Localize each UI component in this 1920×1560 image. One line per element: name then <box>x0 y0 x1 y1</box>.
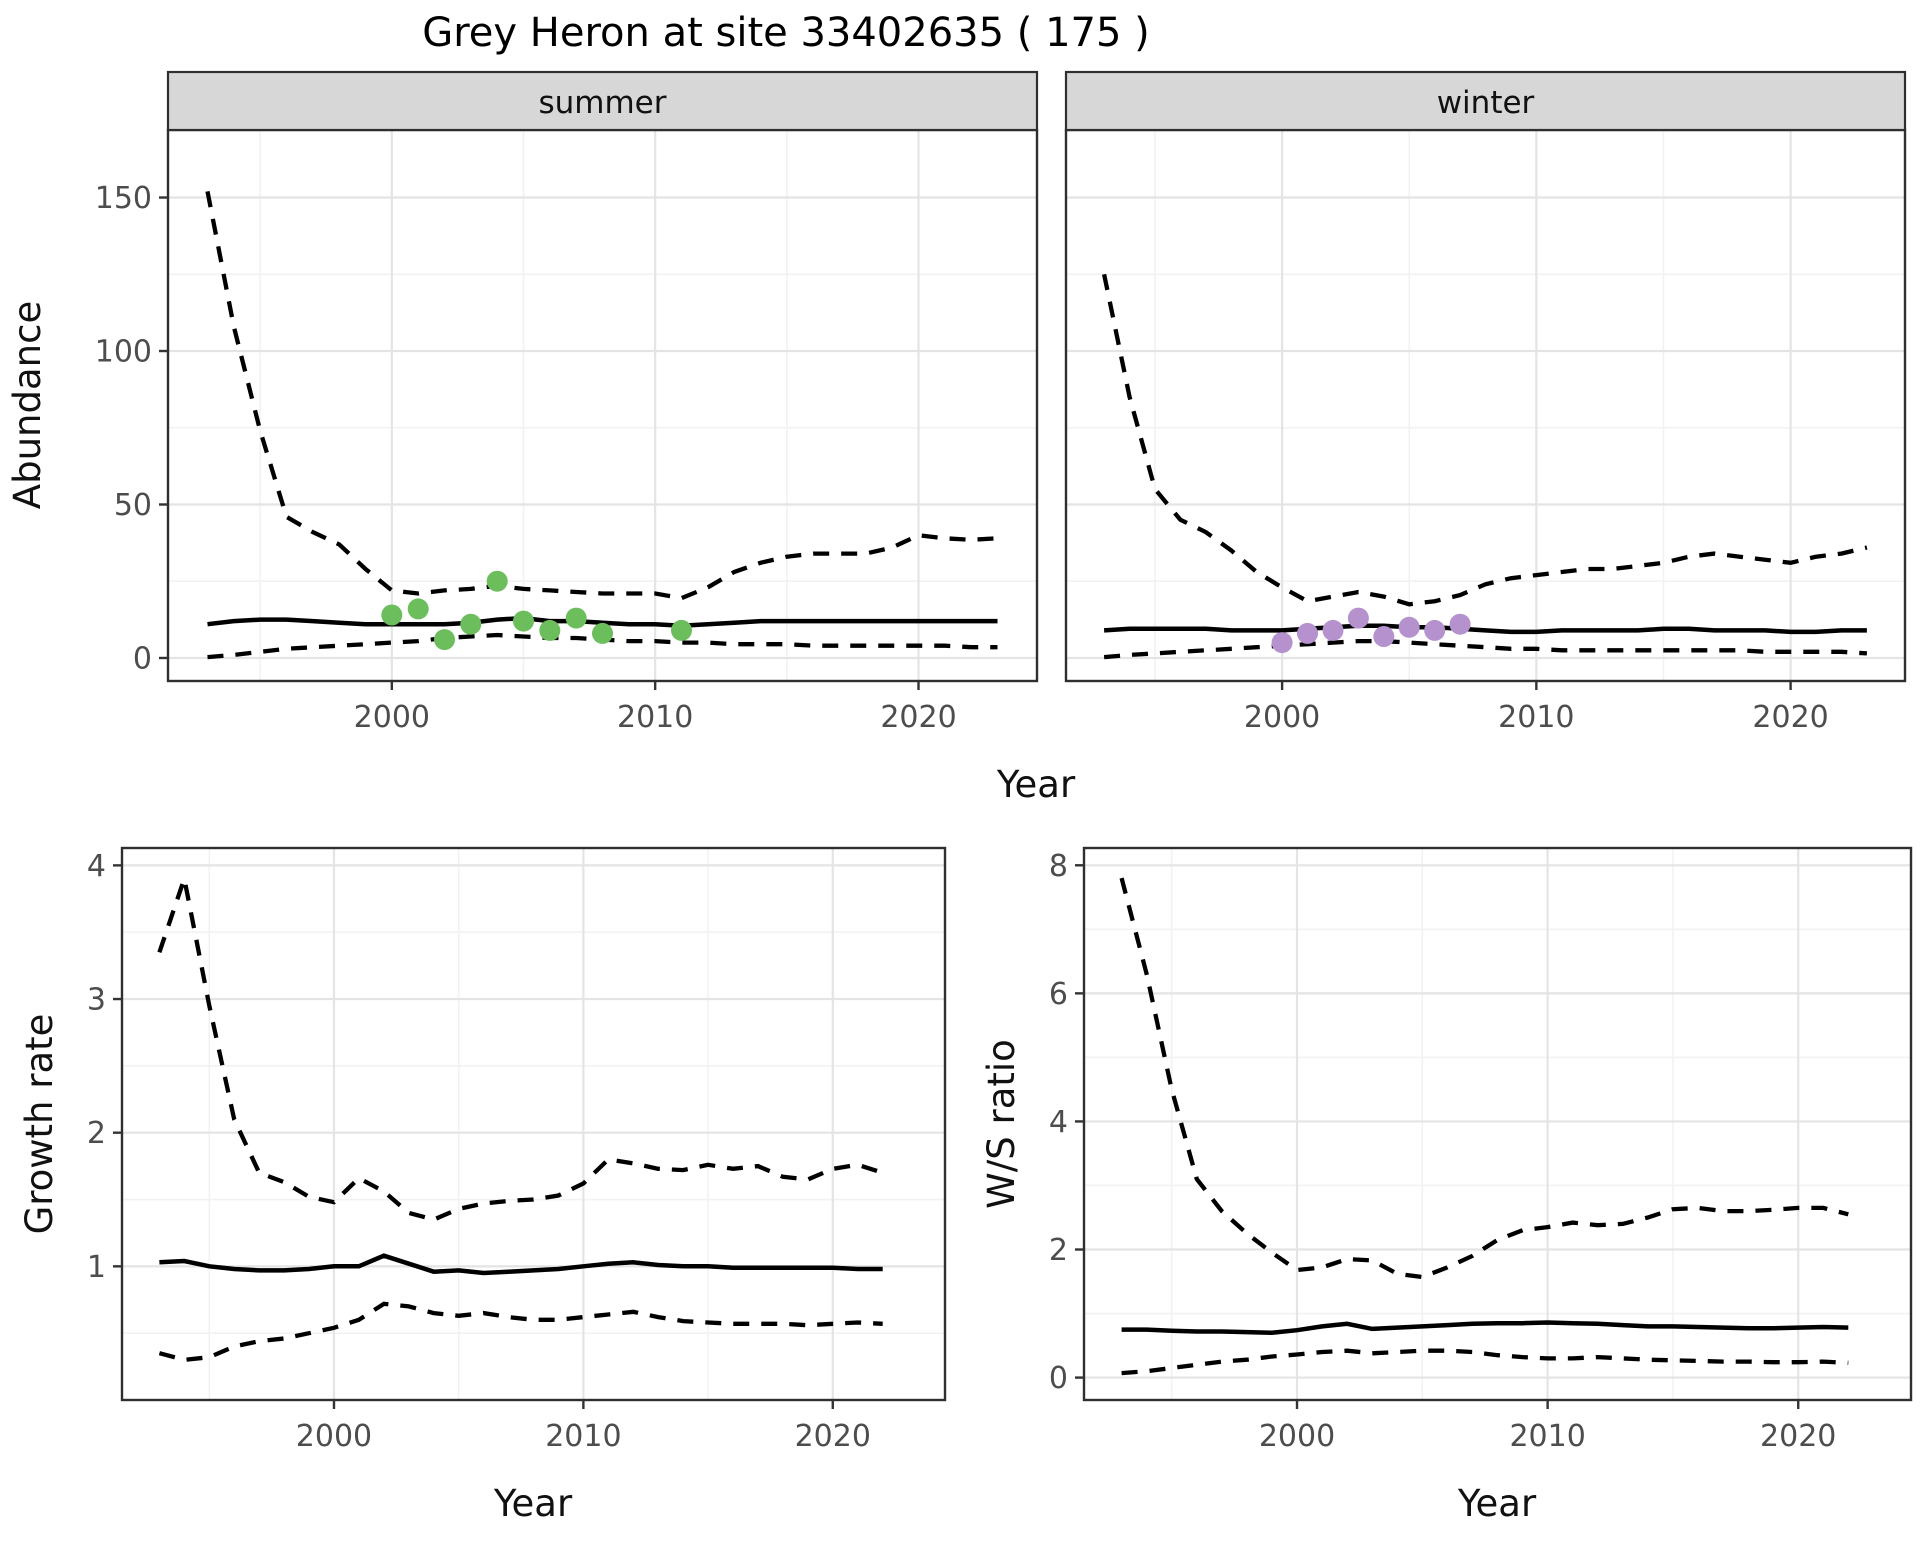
series-lines <box>1101 273 1868 660</box>
facet-strip <box>166 70 1039 132</box>
x-tick-label: 2000 <box>1259 1419 1335 1454</box>
x-tick-label: 2020 <box>1752 700 1828 735</box>
median-line <box>1103 623 1867 635</box>
observed-point <box>671 619 692 641</box>
observed-point <box>1373 626 1395 647</box>
y-tick-label: 4 <box>87 849 106 884</box>
observed-points <box>1271 607 1471 654</box>
upper-ci-line <box>205 190 998 601</box>
series-lines <box>157 870 884 1363</box>
plot-title: Grey Heron at site 33402635 ( 175 ) <box>422 10 1150 56</box>
facet-strip-label: summer <box>538 85 666 121</box>
panel-border <box>120 846 947 1402</box>
x-tick-label: 2020 <box>880 700 956 735</box>
observed-point <box>407 598 429 620</box>
y-tick-label: 0 <box>133 641 152 676</box>
y-tick-label: 2 <box>1049 1233 1068 1268</box>
facet-strip <box>1064 70 1907 132</box>
x-tick-label: 2000 <box>354 700 430 735</box>
median-line <box>1121 1320 1849 1336</box>
facet-strip-label: winter <box>1437 85 1535 121</box>
x-tick-label: 2000 <box>1244 700 1320 735</box>
y-tick-label: 3 <box>87 983 106 1018</box>
panel-border <box>1082 846 1913 1402</box>
y-axis-title: Abundance <box>6 301 49 509</box>
lower-ci-line <box>1103 638 1868 660</box>
growth_rate-panel: 2000 2010 2020 1 2 3 4 <box>87 846 947 1454</box>
upper-ci-line <box>1119 877 1849 1280</box>
y-axis-title: W/S ratio <box>980 1039 1023 1209</box>
x-tick-label: 2010 <box>1509 1419 1585 1454</box>
observed-point <box>1449 613 1471 635</box>
upper-ci-line <box>1101 273 1868 607</box>
y-tick-label: 50 <box>114 488 152 523</box>
x-tick-label: 2010 <box>617 700 693 735</box>
panel-background <box>168 130 1037 681</box>
median-line <box>207 615 998 628</box>
y-tick-label: 4 <box>1049 1105 1068 1140</box>
observed-point <box>1424 619 1446 641</box>
x-axis-title: Year <box>1457 1482 1537 1525</box>
panel-background <box>1084 848 1911 1400</box>
abundance-panel: 2000 2010 2020 winter <box>1064 70 1907 735</box>
y-tick-label: 8 <box>1049 849 1068 884</box>
observed-point <box>381 604 403 626</box>
observed-point <box>486 570 508 592</box>
median-line <box>159 1253 883 1276</box>
series-lines <box>1119 877 1849 1376</box>
y-tick-label: 1 <box>87 1250 106 1285</box>
panel-background <box>1066 130 1905 681</box>
abundance-panel: 2000 2010 2020 0 50 100 150 summer <box>95 70 1039 735</box>
x-axis-title: Year <box>996 763 1076 806</box>
lower-ci-line <box>1121 1348 1849 1376</box>
x-tick-label: 2010 <box>545 1419 621 1454</box>
panels-root: 2000 2010 2020 0 50 100 150 summer 2000 2010 2020 w… <box>6 70 1913 1525</box>
observed-point <box>1322 619 1344 641</box>
x-axis-title: Year <box>493 1482 573 1525</box>
y-tick-label: 150 <box>95 181 152 216</box>
panel-background <box>122 848 945 1400</box>
observed-point <box>1347 607 1369 629</box>
y-tick-label: 100 <box>95 335 152 370</box>
observed-point <box>460 613 482 635</box>
y-tick-label: 2 <box>87 1116 106 1151</box>
y-axis-title: Growth rate <box>18 1014 61 1235</box>
lower-ci-line <box>158 1301 883 1363</box>
observed-point <box>513 610 534 632</box>
observed-points <box>381 570 692 651</box>
ws_ratio-panel: 2000 2010 2020 0 2 4 6 8 <box>1049 846 1913 1454</box>
x-tick-label: 2010 <box>1498 700 1574 735</box>
observed-point <box>434 629 455 651</box>
y-tick-label: 6 <box>1049 977 1068 1012</box>
observed-point <box>1398 616 1420 638</box>
x-tick-label: 2020 <box>795 1419 871 1454</box>
x-tick-label: 2020 <box>1760 1419 1836 1454</box>
observed-point <box>539 619 561 641</box>
observed-point <box>1297 622 1318 644</box>
observed-point <box>592 622 613 644</box>
x-tick-label: 2000 <box>296 1419 372 1454</box>
y-tick-label: 0 <box>1049 1361 1068 1396</box>
observed-point <box>565 607 587 629</box>
observed-point <box>1271 632 1293 654</box>
upper-ci-line <box>157 870 884 1222</box>
